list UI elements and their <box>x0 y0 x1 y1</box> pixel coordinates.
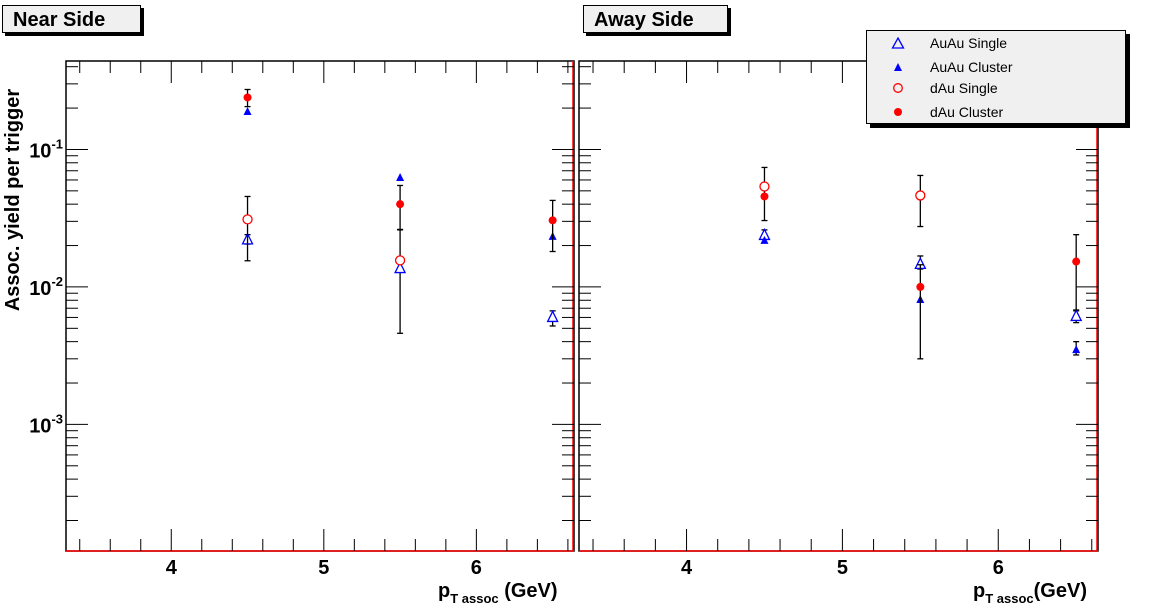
open-triangle-icon <box>891 37 905 49</box>
plot-frame <box>65 60 575 552</box>
legend-label: dAu Single <box>930 80 998 96</box>
legend: AuAu Single AuAu Cluster dAu Single dAu … <box>866 30 1126 124</box>
series-dau-single <box>759 166 926 228</box>
legend-label: AuAu Cluster <box>930 59 1013 75</box>
data-point <box>915 190 926 201</box>
panel-title-near: Near Side <box>2 5 141 33</box>
data-point <box>396 173 405 182</box>
data-point <box>396 200 405 209</box>
x-tick-label: 4 <box>166 557 178 579</box>
plot-frame <box>578 60 1099 552</box>
filled-triangle-icon <box>894 63 902 71</box>
data-point <box>916 282 925 291</box>
data-point <box>1072 257 1081 266</box>
open-circle-icon <box>893 83 903 93</box>
legend-item-auau-single: AuAu Single <box>867 32 1125 54</box>
panel-near: 4 5 6 10-1 10-2 10-3 <box>29 60 575 579</box>
series-dau-single <box>242 195 406 266</box>
legend-label: AuAu Single <box>930 35 1008 51</box>
y-tick-label: 10-1 <box>29 136 63 162</box>
x-axis-label-unit: (GeV) <box>504 580 558 602</box>
panel-title-away: Away Side <box>583 5 728 33</box>
data-point <box>243 93 252 102</box>
data-point <box>242 214 253 225</box>
series-auau-single <box>241 229 559 334</box>
x-axis-label-unit: (GeV) <box>1033 580 1087 602</box>
x-tick-label: 5 <box>837 557 848 579</box>
legend-label: dAu Cluster <box>930 104 1004 120</box>
x-tick-label: 6 <box>993 557 1004 579</box>
data-point <box>548 216 557 225</box>
data-point <box>759 181 770 192</box>
data-point <box>760 235 769 244</box>
panel-away: 4 5 6 <box>578 60 1099 579</box>
x-tick-label: 5 <box>318 557 329 579</box>
x-axis-label-sub: T assoc <box>450 591 499 606</box>
x-axis-label-sub: T assoc <box>985 591 1034 606</box>
data-point <box>1070 308 1083 322</box>
data-point <box>1072 345 1081 354</box>
y-tick-label: 10-3 <box>29 411 63 437</box>
x-tick-label: 4 <box>681 557 693 579</box>
x-tick-label: 6 <box>471 557 482 579</box>
y-tick-label: 10-2 <box>29 274 63 300</box>
data-point <box>760 192 769 201</box>
data-point <box>243 106 252 115</box>
legend-item-auau-cluster: AuAu Cluster <box>867 56 1125 78</box>
x-axis-label-main: p <box>438 580 451 602</box>
data-point <box>394 261 407 274</box>
legend-item-dau-cluster: dAu Cluster <box>867 101 1125 123</box>
series-dau-cluster <box>243 88 557 253</box>
data-point <box>394 255 406 266</box>
x-axis-label-main: p <box>973 580 986 602</box>
legend-item-dau-single: dAu Single <box>867 77 1125 99</box>
x-axis-label-near: pT assoc (GeV) <box>438 580 558 605</box>
filled-circle-icon <box>894 108 902 116</box>
x-axis-label-away: pT assoc(GeV) <box>973 580 1087 605</box>
series-dau-cluster <box>760 192 1081 360</box>
data-point <box>546 309 559 323</box>
y-axis-label: Assoc. yield per trigger <box>2 88 24 312</box>
